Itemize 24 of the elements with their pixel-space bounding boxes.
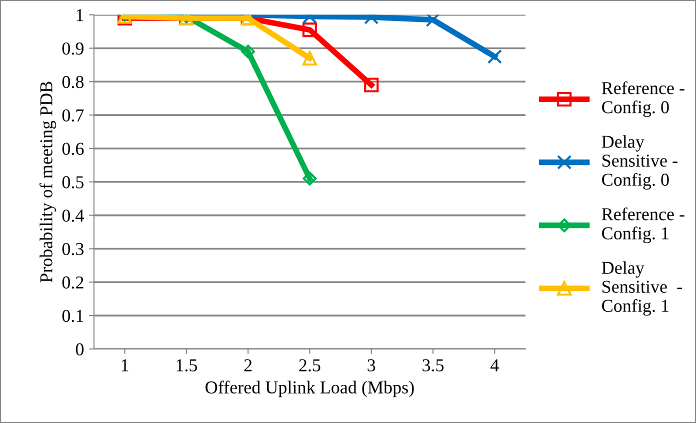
x-tick-label: 3.5 [422, 359, 444, 372]
y-tick-label: 1 [76, 9, 84, 22]
y-tick-label: 0.8 [62, 76, 84, 88]
y-tick-label: 0.5 [62, 176, 84, 188]
y-tick-label: 0.3 [62, 242, 84, 256]
y-axis-title: Probability of meeting PDB [40, 82, 56, 282]
legend-label: Delay Sensitive - Config. 1 [602, 261, 682, 316]
y-tick-label: 0.6 [62, 142, 84, 155]
x-tick-label: 3 [368, 359, 376, 372]
y-tick-label: 0.1 [62, 310, 84, 322]
x-tick-label: 4 [490, 359, 499, 372]
x-tick-label: 2.5 [299, 359, 320, 372]
x-tick-label: 2 [244, 359, 252, 372]
y-tick-label: 0.9 [62, 42, 84, 55]
y-tick-label: 0.4 [62, 210, 84, 222]
y-tick-label: 0.7 [62, 109, 84, 122]
legend-label: Reference - Config. 1 [602, 207, 684, 244]
y-tick-label: 0.2 [62, 276, 84, 289]
x-tick-label: 1.5 [176, 359, 198, 372]
x-tick-label: 1 [122, 359, 128, 372]
legend-label: Delay Sensitive - Config. 0 [602, 135, 678, 190]
legend-label: Reference - Config. 0 [602, 81, 684, 118]
y-tick-label: 0 [76, 343, 84, 356]
x-axis-title: Offered Uplink Load (Mbps) [206, 380, 414, 398]
